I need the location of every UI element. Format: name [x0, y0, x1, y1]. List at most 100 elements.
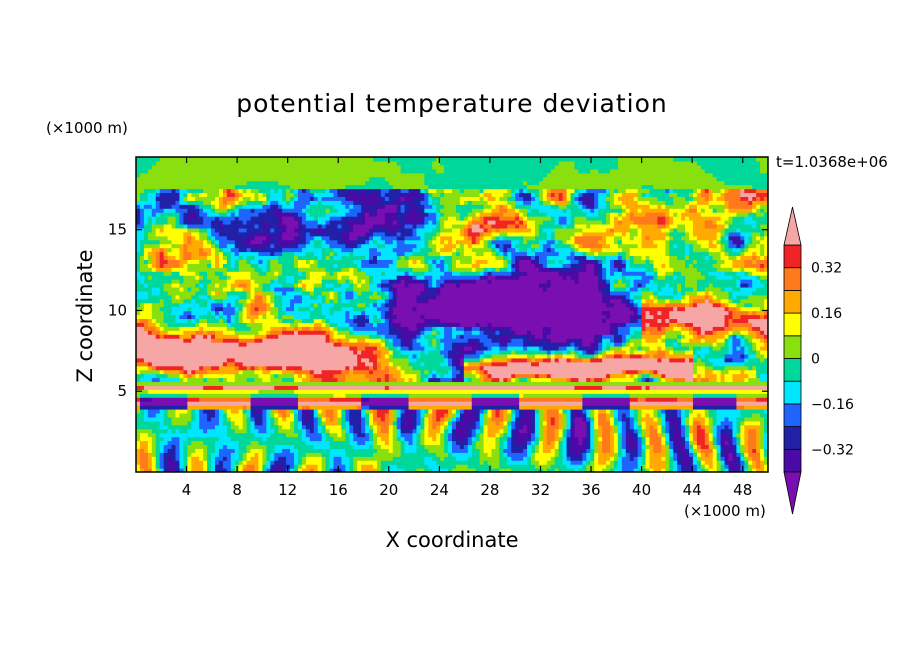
contour-cell: [633, 349, 647, 355]
contour-cell: [546, 349, 552, 355]
contour-cell: [424, 259, 429, 264]
contour-cell: [242, 456, 248, 461]
contour-cell: [369, 318, 374, 323]
contour-cell: [459, 409, 465, 414]
contour-cell: [685, 251, 690, 257]
contour-cell: [538, 223, 564, 229]
contour-cell: [692, 397, 737, 402]
contour-cell: [602, 334, 615, 339]
contour-cell: [274, 420, 279, 426]
contour-cell: [511, 412, 516, 418]
contour-cell: [392, 373, 402, 379]
contour-cell: [602, 259, 607, 264]
contour-cell: [534, 412, 540, 418]
contour-cell: [369, 412, 374, 418]
contour-cell: [692, 436, 698, 442]
contour-cell: [333, 412, 339, 418]
contour-cell: [297, 188, 303, 194]
contour-cell: [542, 444, 556, 449]
contour-cell: [578, 409, 583, 414]
contour-cell: [531, 432, 536, 438]
contour-cell: [396, 365, 402, 371]
contour-cell: [602, 436, 611, 442]
contour-cell: [309, 468, 315, 472]
contour-cell: [297, 401, 362, 406]
contour-cell: [440, 436, 445, 442]
contour-cell: [728, 424, 734, 430]
contour-cell: [602, 243, 611, 249]
contour-cell: [301, 377, 311, 383]
contour-cell: [392, 283, 406, 288]
contour-cell: [290, 448, 299, 453]
contour-cell: [752, 338, 761, 343]
contour-cell: [495, 255, 504, 260]
contour-cell: [234, 318, 240, 323]
contour-cell: [574, 200, 579, 205]
contour-cell: [744, 357, 749, 363]
contour-cell: [681, 290, 686, 296]
contour-cell: [290, 464, 295, 469]
contour-cell: [373, 412, 378, 418]
contour-cell: [523, 235, 536, 241]
contour-cell: [412, 416, 418, 422]
contour-cell: [716, 468, 722, 472]
contour-cell: [203, 468, 208, 472]
contour-cell: [720, 251, 726, 257]
contour-cell: [645, 440, 651, 446]
contour-cell: [294, 409, 299, 414]
contour-cell: [499, 243, 504, 249]
contour-cell: [578, 196, 583, 201]
contour-cell: [416, 188, 421, 194]
contour-cell: [740, 243, 745, 249]
contour-cell: [191, 460, 204, 465]
contour-cell: [511, 448, 524, 453]
contour-cell: [677, 334, 682, 339]
contour-cell: [274, 298, 283, 304]
contour-cell: [136, 192, 141, 197]
contour-cell: [388, 227, 398, 233]
contour-cell: [704, 196, 710, 201]
contour-cell: [673, 440, 682, 446]
contour-cell: [681, 464, 686, 469]
contour-cell: [689, 464, 694, 469]
contour-cell: [159, 424, 169, 430]
contour-cell: [748, 357, 761, 363]
contour-cell: [345, 318, 354, 323]
contour-cell: [341, 255, 366, 260]
contour-cell: [373, 314, 378, 320]
contour-cell: [586, 200, 595, 205]
contour-cell: [147, 456, 153, 461]
contour-cell: [736, 468, 741, 472]
contour-cell: [274, 286, 295, 292]
contour-cell: [215, 298, 224, 304]
contour-cell: [562, 436, 568, 442]
contour-cell: [538, 346, 544, 351]
contour-cell: [179, 212, 184, 217]
contour-cell: [416, 440, 421, 446]
contour-cell: [155, 196, 181, 201]
contour-cell: [258, 464, 263, 469]
contour-cell: [689, 424, 694, 430]
contour-cell: [416, 416, 421, 422]
contour-cell: [748, 448, 753, 453]
contour-cell: [744, 416, 765, 422]
contour-cell: [274, 444, 295, 449]
contour-cell: [610, 420, 615, 426]
contour-cell: [404, 212, 421, 217]
contour-cell: [471, 452, 481, 457]
contour-cell: [700, 452, 706, 457]
contour-cell: [641, 346, 651, 351]
contour-cell: [566, 416, 572, 422]
contour-cell: [463, 216, 469, 221]
contour-cell: [637, 373, 643, 379]
contour-cell: [586, 420, 591, 426]
contour-cell: [392, 456, 425, 461]
contour-cell: [558, 432, 564, 438]
contour-cell: [645, 428, 651, 434]
contour-cell: [305, 452, 323, 457]
contour-cell: [143, 409, 149, 414]
contour-cell: [155, 456, 161, 461]
contour-cell: [669, 220, 674, 225]
contour-cell: [748, 247, 761, 253]
contour-cell: [645, 377, 651, 383]
